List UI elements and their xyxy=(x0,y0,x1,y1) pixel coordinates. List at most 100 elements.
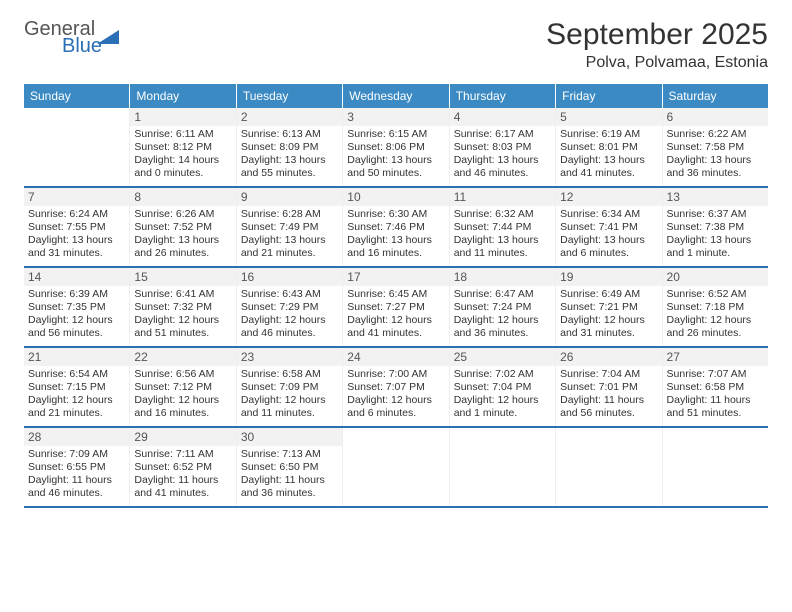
day-number: 3 xyxy=(343,108,448,126)
day-header: Sunday xyxy=(24,84,130,108)
daylight-text: Daylight: 13 hours and 50 minutes. xyxy=(347,154,444,180)
day-cell: 27Sunrise: 7:07 AMSunset: 6:58 PMDayligh… xyxy=(663,348,768,426)
day-number: 1 xyxy=(130,108,235,126)
week-row: 14Sunrise: 6:39 AMSunset: 7:35 PMDayligh… xyxy=(24,268,768,348)
day-number: 27 xyxy=(663,348,768,366)
day-header: Thursday xyxy=(450,84,556,108)
sunrise-text: Sunrise: 6:52 AM xyxy=(667,288,764,301)
daylight-text: Daylight: 13 hours and 36 minutes. xyxy=(667,154,764,180)
sunrise-text: Sunrise: 7:04 AM xyxy=(560,368,657,381)
day-cell: 18Sunrise: 6:47 AMSunset: 7:24 PMDayligh… xyxy=(450,268,556,346)
sunrise-text: Sunrise: 7:09 AM xyxy=(28,448,125,461)
daylight-text: Daylight: 12 hours and 46 minutes. xyxy=(241,314,338,340)
daylight-text: Daylight: 11 hours and 41 minutes. xyxy=(134,474,231,500)
sunrise-text: Sunrise: 6:22 AM xyxy=(667,128,764,141)
sunrise-text: Sunrise: 6:19 AM xyxy=(560,128,657,141)
sunrise-text: Sunrise: 6:54 AM xyxy=(28,368,125,381)
day-cell: 28 Sunrise: 7:09 AMSunset: 6:55 PMDayligh… xyxy=(24,428,130,506)
sunrise-text: Sunrise: 7:07 AM xyxy=(667,368,764,381)
day-header: Saturday xyxy=(663,84,768,108)
day-header: Friday xyxy=(556,84,662,108)
day-cell: 9Sunrise: 6:28 AMSunset: 7:49 PMDaylight… xyxy=(237,188,343,266)
sunset-text: Sunset: 7:24 PM xyxy=(454,301,551,314)
day-header: Monday xyxy=(130,84,236,108)
sunrise-text: Sunrise: 6:58 AM xyxy=(241,368,338,381)
daylight-text: Daylight: 12 hours and 56 minutes. xyxy=(28,314,125,340)
daylight-text: Daylight: 12 hours and 1 minute. xyxy=(454,394,551,420)
brand-word2: Blue xyxy=(62,35,121,58)
sunset-text: Sunset: 8:12 PM xyxy=(134,141,231,154)
day-number: 20 xyxy=(663,268,768,286)
sunset-text: Sunset: 7:41 PM xyxy=(560,221,657,234)
day-cell: 24Sunrise: 7:00 AMSunset: 7:07 PMDayligh… xyxy=(343,348,449,426)
sunrise-text: Sunrise: 6:45 AM xyxy=(347,288,444,301)
day-cell: 7Sunrise: 6:24 AMSunset: 7:55 PMDaylight… xyxy=(24,188,130,266)
day-cell: 25Sunrise: 7:02 AMSunset: 7:04 PMDayligh… xyxy=(450,348,556,426)
day-number: 9 xyxy=(237,188,342,206)
sunrise-text: Sunrise: 6:41 AM xyxy=(134,288,231,301)
day-number: 6 xyxy=(663,108,768,126)
daylight-text: Daylight: 13 hours and 26 minutes. xyxy=(134,234,231,260)
daylight-text: Daylight: 11 hours and 51 minutes. xyxy=(667,394,764,420)
day-number: 22 xyxy=(130,348,235,366)
sunrise-text: Sunrise: 6:11 AM xyxy=(134,128,231,141)
sunrise-text: Sunrise: 6:47 AM xyxy=(454,288,551,301)
sunset-text: Sunset: 7:12 PM xyxy=(134,381,231,394)
calendar: SundayMondayTuesdayWednesdayThursdayFrid… xyxy=(24,84,768,508)
sunset-text: Sunset: 7:46 PM xyxy=(347,221,444,234)
week-row: 28Sunrise: 7:09 AMSunset: 6:55 PMDayligh… xyxy=(24,428,768,508)
sunset-text: Sunset: 7:21 PM xyxy=(560,301,657,314)
sunset-text: Sunset: 7:35 PM xyxy=(28,301,125,314)
day-number: 2 xyxy=(237,108,342,126)
day-number: 5 xyxy=(556,108,661,126)
day-cell: 14Sunrise: 6:39 AMSunset: 7:35 PMDayligh… xyxy=(24,268,130,346)
day-number: 4 xyxy=(450,108,555,126)
header: General Blue September 2025 Polva, Polva… xyxy=(24,18,768,72)
day-cell: 15Sunrise: 6:41 AMSunset: 7:32 PMDayligh… xyxy=(130,268,236,346)
day-cell: 2Sunrise: 6:13 AMSunset: 8:09 PMDaylight… xyxy=(237,108,343,186)
sunrise-text: Sunrise: 7:11 AM xyxy=(134,448,231,461)
day-number: 19 xyxy=(556,268,661,286)
daylight-text: Daylight: 12 hours and 36 minutes. xyxy=(454,314,551,340)
daylight-text: Daylight: 13 hours and 16 minutes. xyxy=(347,234,444,260)
sunset-text: Sunset: 7:38 PM xyxy=(667,221,764,234)
daylight-text: Daylight: 12 hours and 51 minutes. xyxy=(134,314,231,340)
daylight-text: Daylight: 12 hours and 21 minutes. xyxy=(28,394,125,420)
day-number: 25 xyxy=(450,348,555,366)
sunrise-text: Sunrise: 6:13 AM xyxy=(241,128,338,141)
page-subtitle: Polva, Polvamaa, Estonia xyxy=(546,54,768,72)
day-cell: 30Sunrise: 7:13 AMSunset: 6:50 PMDayligh… xyxy=(237,428,343,506)
day-cell: 6Sunrise: 6:22 AMSunset: 7:58 PMDaylight… xyxy=(663,108,768,186)
day-cell xyxy=(24,108,130,186)
sunrise-text: Sunrise: 7:02 AM xyxy=(454,368,551,381)
sunrise-text: Sunrise: 6:32 AM xyxy=(454,208,551,221)
day-cell: 12Sunrise: 6:34 AMSunset: 7:41 PMDayligh… xyxy=(556,188,662,266)
day-cell: 17Sunrise: 6:45 AMSunset: 7:27 PMDayligh… xyxy=(343,268,449,346)
daylight-text: Daylight: 11 hours and 36 minutes. xyxy=(241,474,338,500)
sunrise-text: Sunrise: 6:43 AM xyxy=(241,288,338,301)
sunrise-text: Sunrise: 6:24 AM xyxy=(28,208,125,221)
daylight-text: Daylight: 12 hours and 31 minutes. xyxy=(560,314,657,340)
sunset-text: Sunset: 7:55 PM xyxy=(28,221,125,234)
day-cell: 16Sunrise: 6:43 AMSunset: 7:29 PMDayligh… xyxy=(237,268,343,346)
day-number: 13 xyxy=(663,188,768,206)
day-number: 21 xyxy=(24,348,129,366)
day-cell: 3Sunrise: 6:15 AMSunset: 8:06 PMDaylight… xyxy=(343,108,449,186)
sunset-text: Sunset: 6:55 PM xyxy=(28,461,125,474)
week-row: 7Sunrise: 6:24 AMSunset: 7:55 PMDaylight… xyxy=(24,188,768,268)
sunrise-text: Sunrise: 6:49 AM xyxy=(560,288,657,301)
sunset-text: Sunset: 7:18 PM xyxy=(667,301,764,314)
daylight-text: Daylight: 11 hours and 46 minutes. xyxy=(28,474,125,500)
day-cell: 11Sunrise: 6:32 AMSunset: 7:44 PMDayligh… xyxy=(450,188,556,266)
day-cell xyxy=(343,428,449,506)
week-row: 21Sunrise: 6:54 AMSunset: 7:15 PMDayligh… xyxy=(24,348,768,428)
sunset-text: Sunset: 7:32 PM xyxy=(134,301,231,314)
brand-logo: General Blue xyxy=(24,18,121,58)
sunset-text: Sunset: 7:15 PM xyxy=(28,381,125,394)
daylight-text: Daylight: 13 hours and 11 minutes. xyxy=(454,234,551,260)
title-block: September 2025 Polva, Polvamaa, Estonia xyxy=(546,18,768,72)
sunrise-text: Sunrise: 7:13 AM xyxy=(241,448,338,461)
page-title: September 2025 xyxy=(546,18,768,52)
day-number: 28 xyxy=(24,428,129,446)
day-cell: 13Sunrise: 6:37 AMSunset: 7:38 PMDayligh… xyxy=(663,188,768,266)
